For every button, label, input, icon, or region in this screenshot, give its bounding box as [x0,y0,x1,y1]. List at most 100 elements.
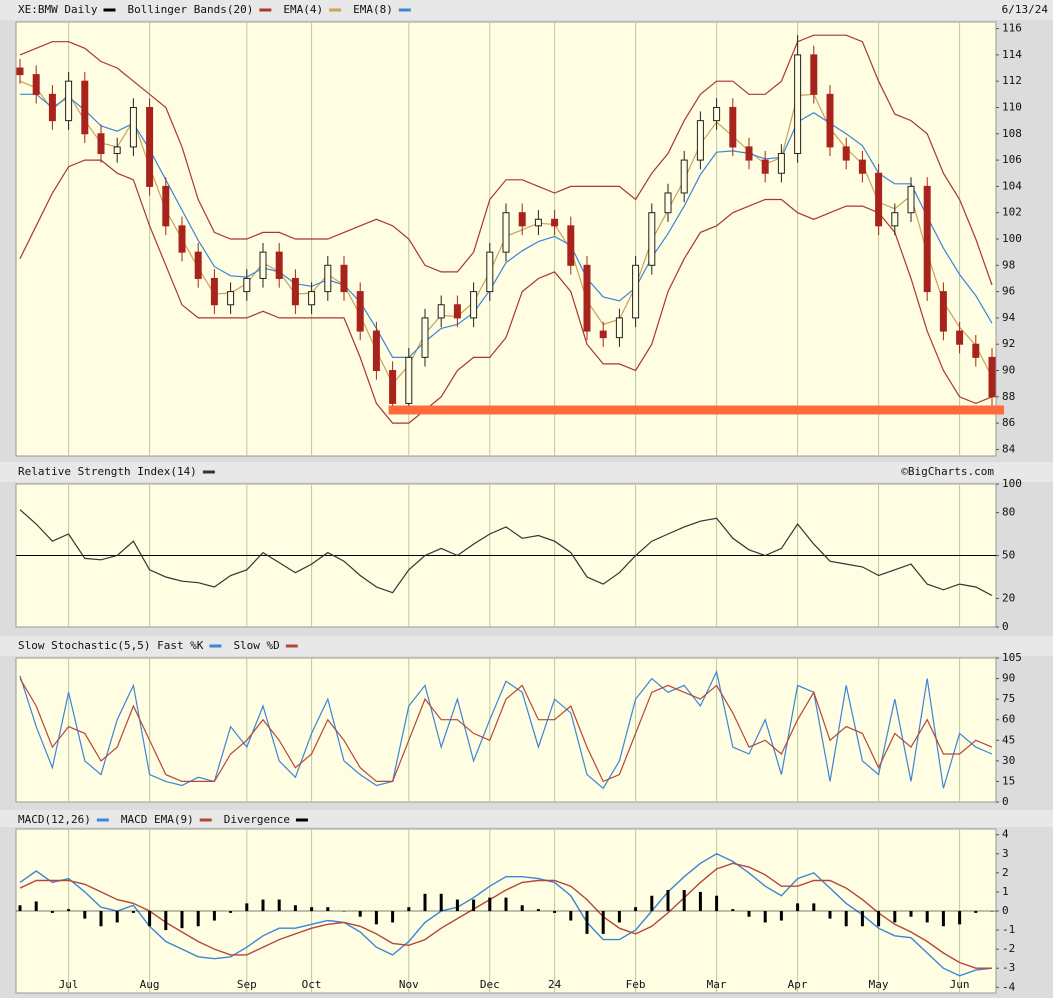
divergence-bar [131,911,135,913]
candle-body [745,146,753,161]
y-tick-label: 88 [1002,390,1015,403]
divergence-bar [50,911,54,913]
legend-label: XE:BMW Daily [18,3,98,16]
chart-date: 6/13/24 [1002,3,1049,16]
divergence-bar [553,911,557,913]
divergence-bar [164,911,168,931]
divergence-bar [293,905,297,911]
candle-body [194,251,202,279]
series-line [19,853,993,977]
y-tick-label: 102 [1002,206,1022,219]
divergence-bar [569,911,573,921]
candle-body [907,185,915,214]
y-tick-label: 104 [1002,179,1022,192]
y-tick-label: 105 [1002,651,1022,664]
credit: ©BigCharts.com [901,465,994,478]
legend-label: Slow Stochastic(5,5) Fast %K [18,639,204,652]
candle-body [453,304,461,319]
candle-body [470,291,478,319]
candle-body [939,291,947,332]
candle-body [664,192,672,214]
series-line [19,678,993,783]
candle-body [340,264,348,293]
candle-body [988,356,996,398]
candle-body [680,159,688,194]
divergence-bar [245,903,249,911]
candle-body [356,291,364,332]
divergence-bar [391,911,395,923]
x-tick-label: Jun [950,978,970,991]
divergence-bar [877,911,881,927]
divergence-bar [747,911,751,917]
divergence-bar [763,911,767,923]
y-tick-label: 90 [1002,672,1015,685]
candle-body [178,225,186,253]
divergence-bar [796,903,800,911]
divergence-bar [180,911,184,929]
divergence-bar [18,905,22,911]
divergence-bar [958,911,962,925]
y-tick-label: 3 [1002,847,1009,860]
candle-body [16,67,24,76]
divergence-bar [520,905,524,911]
divergence-bar [358,911,362,917]
candle-body [842,146,850,161]
y-tick-label: 0 [1002,904,1009,917]
candle-body [65,80,73,122]
divergence-bar [812,903,816,911]
candle-body [599,330,607,339]
divergence-bar [83,911,87,919]
y-tick-label: 80 [1002,506,1015,519]
candle-body [405,356,413,404]
candle-body [113,146,121,155]
y-tick-label: 84 [1002,442,1016,455]
plot-area [15,657,997,803]
header-strip [0,636,1053,656]
x-tick-label: 24 [548,978,562,991]
legend-label: EMA(4) [283,3,323,16]
y-tick-label: 1 [1002,885,1009,898]
divergence-bar [715,895,719,911]
divergence-bar [909,911,913,917]
candle-body [421,317,429,358]
divergence-bar [974,911,978,913]
candle-body [291,277,299,306]
y-tick-label: 110 [1002,100,1022,113]
y-tick-label: -1 [1002,923,1015,936]
series-line [19,509,993,597]
divergence-bar [277,899,281,911]
series-line [19,669,993,790]
candle-body [518,212,526,227]
candle-body [729,106,737,148]
x-tick-label: Aug [140,978,160,991]
x-tick-label: Feb [626,978,646,991]
y-tick-label: 86 [1002,416,1015,429]
candle-body [227,291,235,306]
candle-body [858,159,866,174]
x-tick-label: Nov [399,978,419,991]
candle-body [891,212,899,227]
divergence-bar [196,911,200,927]
divergence-bar [148,911,152,927]
candle-body [162,185,170,227]
divergence-bar [326,907,330,911]
candle-body [583,264,591,332]
divergence-bar [585,911,589,934]
divergence-bar [601,911,605,934]
divergence-bar [99,911,103,927]
divergence-bar [634,907,638,911]
series-line [19,159,993,424]
candle-body [923,185,931,293]
candle-body [372,330,380,372]
legend-label: EMA(8) [353,3,393,16]
candle-body [615,317,623,339]
candle-body [972,343,980,358]
divergence-bar [779,911,783,921]
divergence-bar [860,911,864,927]
candle-body [437,304,445,319]
y-tick-label: 106 [1002,153,1022,166]
y-tick-label: 2 [1002,866,1009,879]
candle-body [777,153,785,174]
y-tick-label: 90 [1002,364,1015,377]
